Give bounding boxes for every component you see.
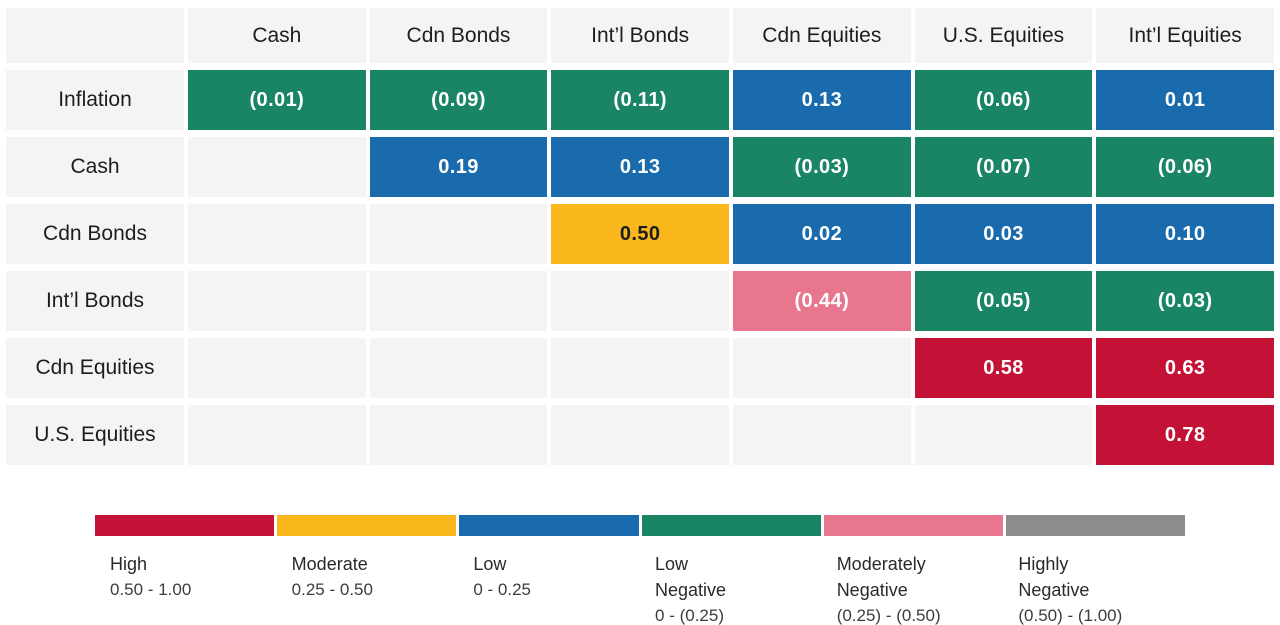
legend-item-range: 0 - 0.25 — [473, 580, 531, 599]
matrix-empty-cell — [551, 405, 729, 465]
matrix-cell: 0.02 — [733, 204, 911, 264]
matrix-cell: (0.05) — [914, 271, 1093, 331]
matrix-cell: 0.13 — [551, 137, 729, 197]
legend-swatch-moderate — [277, 515, 457, 536]
matrix-cell: 0.19 — [369, 137, 548, 197]
legend-swatch-moderately-negative — [823, 515, 1003, 536]
legend-item-range: 0.25 - 0.50 — [291, 580, 373, 599]
legend-swatch-high — [95, 515, 275, 536]
matrix-empty-cell — [188, 405, 366, 465]
matrix-cell: (0.01) — [188, 70, 366, 130]
matrix-cell: (0.06) — [914, 70, 1093, 130]
matrix-empty-cell — [369, 271, 548, 331]
legend-item-low: Low 0 - 0.25 — [458, 551, 640, 625]
matrix-cell: 0.03 — [914, 204, 1093, 264]
matrix-empty-cell — [551, 271, 729, 331]
column-header-4: Cdn Equities — [733, 8, 911, 63]
column-header-3: Int’l Bonds — [551, 8, 729, 63]
row-label-6: U.S. Equities — [6, 405, 184, 465]
legend-item-moderate: Moderate 0.25 - 0.50 — [277, 551, 459, 625]
matrix-cell: 0.63 — [1096, 338, 1274, 398]
row-label-3: Cdn Bonds — [6, 204, 184, 264]
matrix-cell: (0.06) — [1096, 137, 1274, 197]
legend-item-moderately-negative: Moderately Negative (0.25) - (0.50) — [822, 551, 1004, 625]
matrix-empty-cell — [551, 338, 729, 398]
matrix-empty-cell — [188, 204, 366, 264]
matrix-empty-cell — [369, 405, 548, 465]
legend-swatch-low-negative — [641, 515, 821, 536]
matrix-cell: (0.09) — [369, 70, 548, 130]
correlation-matrix: Cash Cdn Bonds Int’l Bonds Cdn Equities U.S.… — [6, 8, 1274, 465]
legend-item-highly-negative: Highly Negative (0.50) - (1.00) — [1003, 551, 1185, 625]
legend-item-name: Highly Negative — [1018, 554, 1090, 600]
matrix-empty-cell — [188, 338, 366, 398]
matrix-empty-cell — [188, 271, 366, 331]
legend-color-bar — [95, 515, 1186, 536]
matrix-cell: 0.01 — [1096, 70, 1274, 130]
matrix-empty-cell — [733, 405, 911, 465]
column-header-5: U.S. Equities — [914, 8, 1093, 63]
matrix-empty-cell — [369, 338, 548, 398]
matrix-cell: (0.07) — [914, 137, 1093, 197]
matrix-cell: (0.03) — [733, 137, 911, 197]
legend-item-range: 0.50 - 1.00 — [110, 580, 192, 599]
legend-swatch-highly-negative — [1005, 515, 1186, 536]
legend-item-range: (0.25) - (0.50) — [836, 606, 941, 625]
matrix-corner-cell — [6, 8, 184, 63]
row-label-4: Int’l Bonds — [6, 271, 184, 331]
matrix-cell: (0.03) — [1096, 271, 1274, 331]
matrix-empty-cell — [188, 137, 366, 197]
legend-labels: High 0.50 - 1.00 Moderate 0.25 - 0.50 Low 0 -… — [95, 551, 1185, 625]
matrix-empty-cell — [369, 204, 548, 264]
legend-item-high: High 0.50 - 1.00 — [95, 551, 277, 625]
legend-item-name: Moderately Negative — [836, 554, 926, 600]
legend-swatch-low — [459, 515, 639, 536]
legend-item-range: (0.50) - (1.00) — [1018, 606, 1123, 625]
matrix-empty-cell — [914, 405, 1093, 465]
column-header-2: Cdn Bonds — [369, 8, 548, 63]
matrix-empty-cell — [733, 338, 911, 398]
matrix-cell: (0.11) — [551, 70, 729, 130]
matrix-cell: 0.50 — [551, 204, 729, 264]
legend-item-name: Moderate — [291, 554, 368, 574]
column-header-6: Int’l Equities — [1096, 8, 1274, 63]
matrix-cell: (0.44) — [733, 271, 911, 331]
row-label-1: Inflation — [6, 70, 184, 130]
legend-item-name: Low — [473, 554, 507, 574]
legend-item-name: Low Negative — [655, 554, 727, 600]
legend-item-range: 0 - (0.25) — [655, 606, 724, 625]
matrix-cell: 0.10 — [1096, 204, 1274, 264]
matrix-cell: 0.13 — [733, 70, 911, 130]
matrix-cell: 0.78 — [1096, 405, 1274, 465]
legend-item-name: High — [110, 554, 148, 574]
row-label-2: Cash — [6, 137, 184, 197]
legend-item-low-negative: Low Negative 0 - (0.25) — [640, 551, 822, 625]
row-label-5: Cdn Equities — [6, 338, 184, 398]
column-header-1: Cash — [188, 8, 366, 63]
matrix-cell: 0.58 — [914, 338, 1093, 398]
